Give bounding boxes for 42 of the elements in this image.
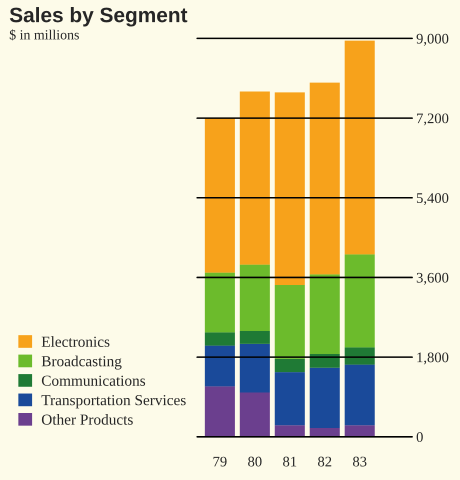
bar [310,82,340,274]
bar [204,118,235,273]
text: $ in millions [10,29,79,40]
y-tick-label: 7,200 [417,113,448,126]
bar [274,372,305,426]
chart-title: Sales by Segment [10,7,188,27]
legend-label: Broadcasting [42,356,122,370]
bar [274,92,305,285]
bar [240,92,270,265]
bar [344,254,375,348]
bar [240,344,270,393]
legend-label: Communications [42,376,146,386]
bar [204,386,235,437]
legend-label: Transportation Services [42,395,186,408]
bar [240,331,270,344]
bar [274,358,305,372]
bar [344,347,375,365]
bar [240,392,270,437]
bar [310,274,340,354]
bar [204,272,235,332]
bar [310,428,340,437]
bar [204,346,235,386]
y-tick-label: 1,800 [417,352,448,364]
bar [274,425,305,437]
x-tick-label: 83 [352,456,366,467]
x-tick-label: 80 [248,456,262,467]
bar [344,40,375,254]
x-tick-label: 79 [214,456,227,467]
legend-label: Other Products [42,414,133,425]
legend-label: Electronics [42,336,110,347]
y-tick-label: 3,600 [416,272,448,285]
y-tick-label: 9,000 [416,34,448,46]
y-tick-label: 5,400 [416,193,448,206]
bar [310,368,340,428]
bar [204,332,235,346]
y-tick-label: 0 [416,432,423,442]
x-tick-label: 81 [283,456,296,467]
bar [344,425,375,437]
x-tick-label: 82 [318,456,332,467]
bar [344,364,375,426]
bar [240,264,270,332]
bar [274,284,305,359]
